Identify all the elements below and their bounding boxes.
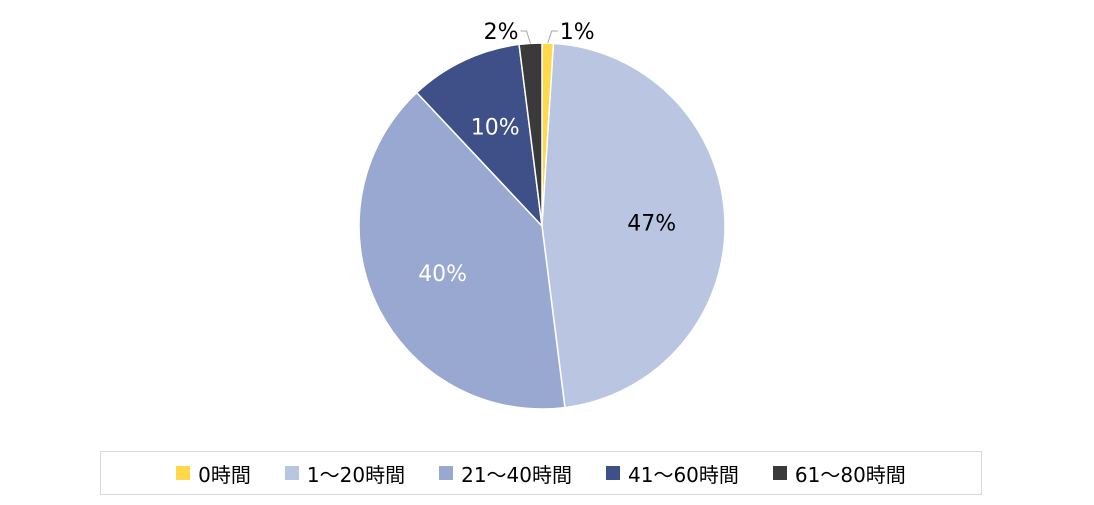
data-label: 40% (418, 262, 467, 287)
legend-swatch (439, 466, 454, 480)
data-label: 10% (471, 116, 520, 141)
legend-label: 41～60時間 (628, 462, 739, 487)
leader-line (520, 30, 531, 44)
legend-label: 1～20時間 (306, 462, 406, 487)
legend-swatch (284, 466, 299, 480)
legend-label: 61～80時間 (794, 462, 906, 487)
legend-swatch (606, 466, 620, 480)
legend-item: 1～20時間 (284, 459, 406, 488)
data-label: 1% (560, 20, 595, 45)
legend-label: 0時間 (198, 462, 251, 487)
pie-slice (358, 91, 566, 410)
legend: 0時間 1～20時間 21～40時間 41～60時間 61～80時間 (100, 451, 982, 495)
legend-label: 21～40時間 (461, 462, 572, 487)
pie-slice (541, 42, 726, 409)
legend-swatch (772, 466, 787, 480)
data-label: 2% (484, 20, 519, 45)
pie-chart: 1% 47% 40% 10% 2% (358, 20, 726, 410)
leader-line (547, 30, 558, 44)
legend-item: 21～40時間 (439, 459, 572, 488)
legend-item: 61～80時間 (772, 459, 906, 488)
legend-item: 0時間 (176, 459, 251, 488)
pie-slice (415, 43, 544, 229)
legend-item: 41～60時間 (606, 459, 739, 488)
data-label: 47% (627, 212, 676, 237)
legend-swatch (176, 466, 191, 480)
